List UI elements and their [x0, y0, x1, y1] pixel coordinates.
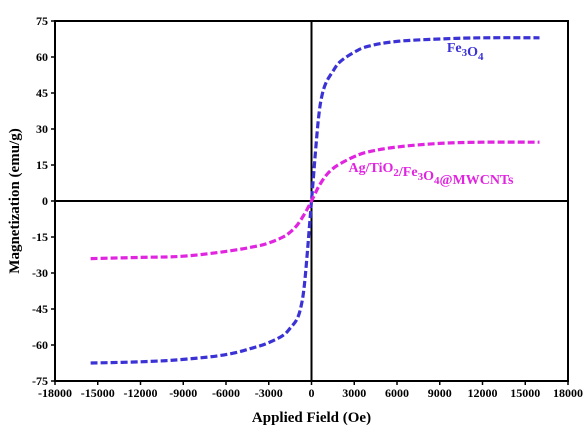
x-tick-label: -15000: [81, 386, 115, 400]
y-tick-label: -45: [32, 302, 48, 316]
series-label-0: Fe3O4: [447, 41, 484, 63]
x-axis-ticks: -18000 -15000 -12000 -9000 -6000 -3000 0 3000 60…: [38, 381, 583, 400]
y-tick-label: -15: [32, 230, 48, 244]
x-tick-label: 3000: [342, 386, 366, 400]
series-line-0: [90, 36, 540, 365]
y-tick-label: 15: [36, 158, 48, 172]
y-tick-label: -60: [32, 338, 48, 352]
x-tick-label: -18000: [38, 386, 72, 400]
y-tick-label: 60: [36, 50, 48, 64]
x-tick-label: 18000: [553, 386, 583, 400]
series-labels: Fe3O4 Ag/TiO2/Fe3O4@MWCNTs: [349, 41, 514, 188]
x-tick-label: 6000: [385, 386, 409, 400]
x-tick-label: 15000: [510, 386, 540, 400]
x-axis-title: Applied Field (Oe): [252, 410, 371, 426]
x-tick-label: -12000: [124, 386, 158, 400]
x-tick-label: -9000: [169, 386, 197, 400]
x-tick-label: 12000: [468, 386, 498, 400]
y-tick-label: -75: [32, 374, 48, 388]
x-tick-label: -6000: [212, 386, 240, 400]
series-layer: [90, 36, 540, 365]
x-tick-label: -3000: [255, 386, 283, 400]
y-tick-label: 75: [36, 14, 48, 28]
y-tick-label: -30: [32, 266, 48, 280]
y-tick-label: 45: [36, 86, 48, 100]
series-line-1: [90, 140, 540, 261]
y-axis-title: Magnetization (emu/g): [7, 128, 23, 273]
y-axis-ticks: -75 -60 -45 -30 -15 0 15 30 45 60 75: [32, 14, 55, 388]
y-tick-label: 0: [42, 194, 48, 208]
y-tick-label: 30: [36, 122, 48, 136]
x-tick-label: 9000: [428, 386, 452, 400]
series-label-1: Ag/TiO2/Fe3O4@MWCNTs: [349, 161, 514, 188]
x-tick-label: 0: [309, 386, 315, 400]
